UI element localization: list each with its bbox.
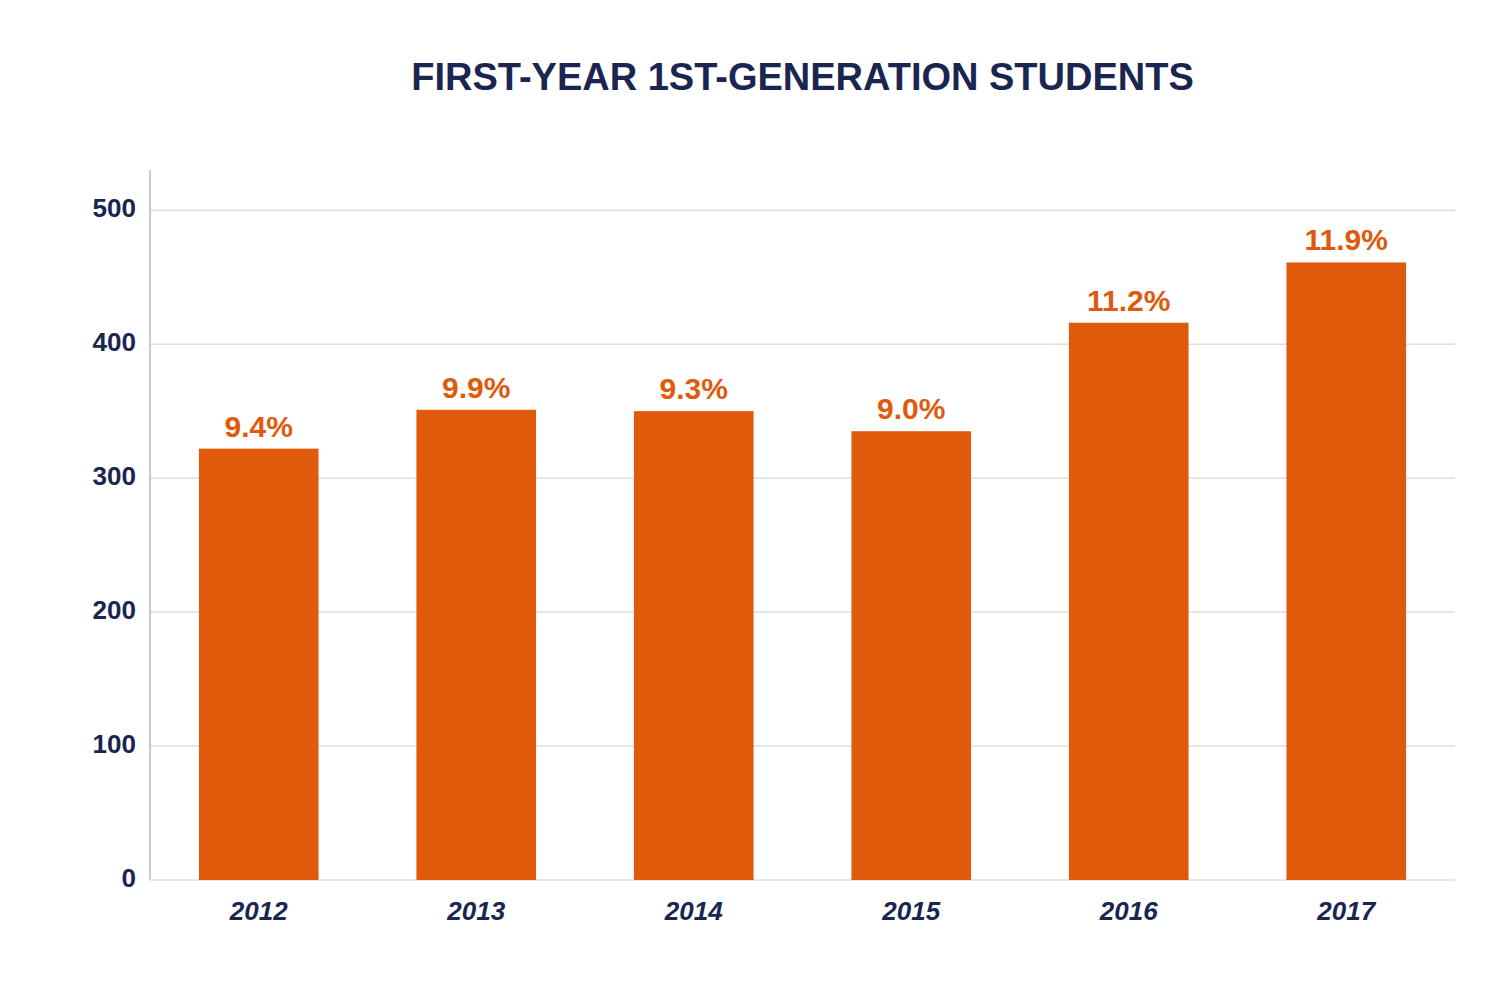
bars: [199, 262, 1406, 880]
title: FIRST-YEAR 1ST-GENERATION STUDENTS: [411, 56, 1194, 98]
grid-line: [150, 746, 1455, 747]
bar: [1286, 262, 1406, 880]
y-tick-label: 200: [93, 595, 136, 625]
x-tick-label: 2015: [881, 896, 940, 926]
y-tick-label: 0: [122, 863, 136, 893]
bar: [199, 449, 319, 880]
bar-annotation: 9.0%: [877, 392, 945, 425]
x-tick-label: 2014: [664, 896, 723, 926]
bar-annotation: 11.9%: [1305, 223, 1388, 256]
x-tick-label: 2017: [1316, 896, 1376, 926]
bar-annotations: 9.4% 9.9% 9.3% 9.0% 11.2% 11.9%: [225, 223, 1388, 442]
y-tick-label: 300: [93, 461, 136, 491]
grid-line: [150, 880, 1455, 881]
bar: [851, 431, 971, 880]
y-axis: 0 100 200 300 400 500: [93, 170, 150, 893]
grid-line: [150, 210, 1455, 211]
x-tick-label: 2016: [1099, 896, 1158, 926]
grid-line: [150, 344, 1455, 345]
y-axis-line: [150, 170, 151, 880]
grid: [150, 210, 1455, 880]
y-tick-label: 500: [93, 193, 136, 223]
chart-container: FIRST-YEAR 1ST-GENERATION STUDENTS 0 100 20…: [0, 0, 1500, 1000]
bar-annotation: 9.4%: [225, 410, 293, 443]
bar-annotation: 9.3%: [660, 372, 728, 405]
bar: [1069, 323, 1189, 880]
bar-annotation: 9.9%: [442, 371, 510, 404]
page: {"chart_data": {"type": "bar", "title": …: [0, 0, 1500, 1000]
grid-line: [150, 478, 1455, 479]
bar: [416, 410, 536, 880]
y-tick-label: 100: [93, 729, 136, 759]
bar: [634, 411, 754, 880]
grid-line: [150, 612, 1455, 613]
x-tick-label: 2012: [229, 896, 288, 926]
x-axis: 2012 2013 2014 2015 2016 2017: [229, 896, 1377, 926]
bar-annotation: 11.2%: [1087, 284, 1170, 317]
x-tick-label: 2013: [446, 896, 505, 926]
chart: FIRST-YEAR 1ST-GENERATION STUDENTS 0 100 20…: [0, 0, 1500, 1000]
y-tick-label: 400: [93, 327, 136, 357]
